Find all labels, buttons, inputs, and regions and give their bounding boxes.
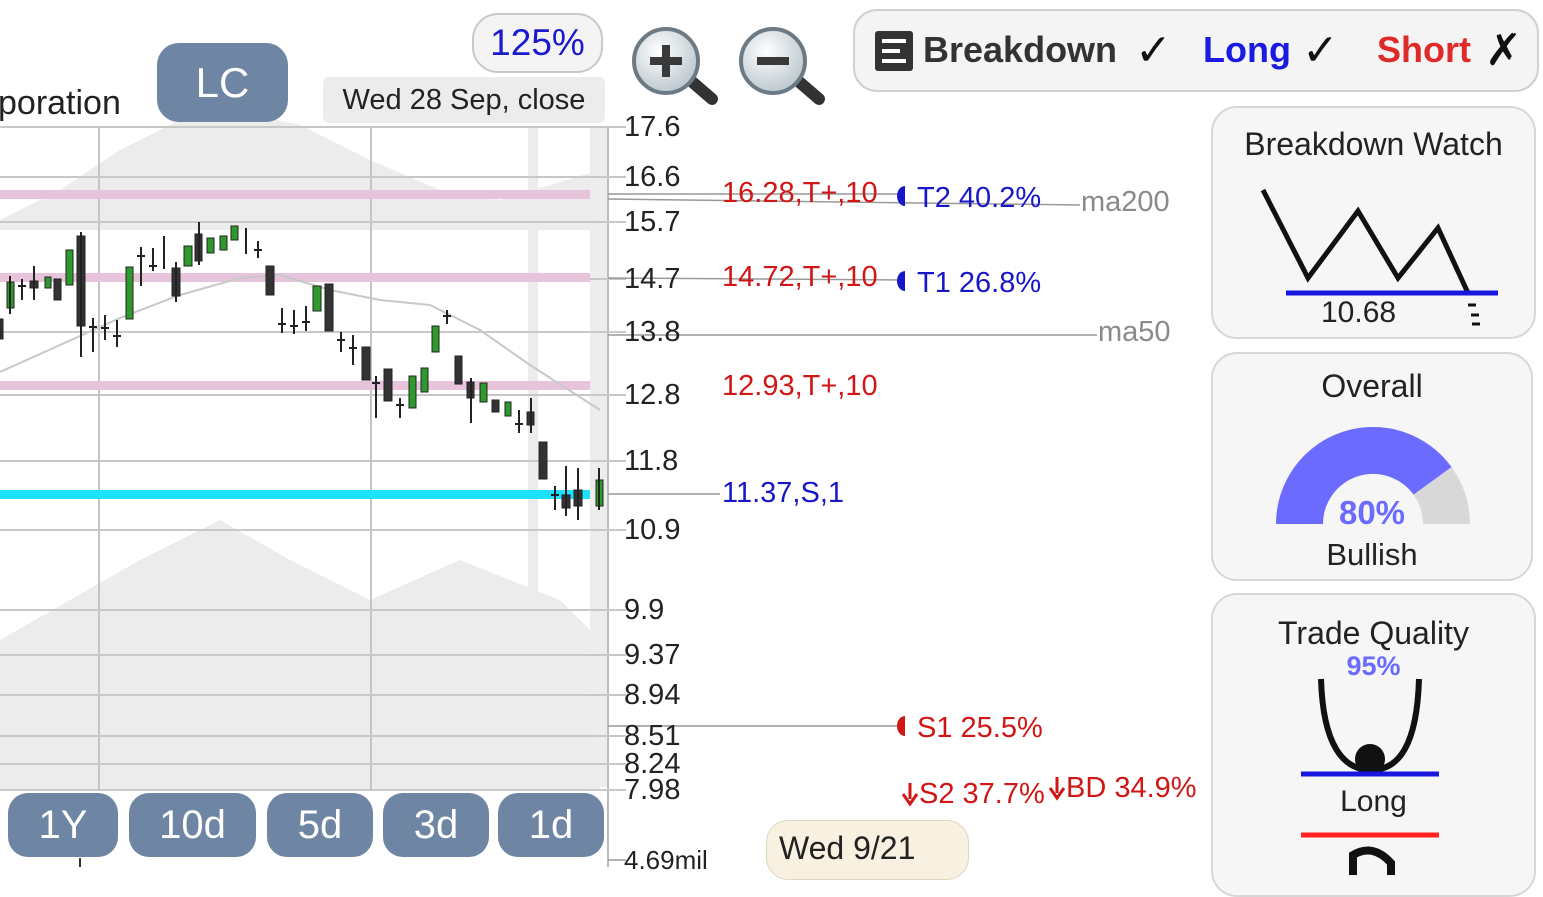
overall-panel[interactable]: Overall 80% Bullish [1211,352,1533,581]
breakdown-label: BD 34.9% [1066,772,1197,804]
price-tick: 8.94 [624,679,681,711]
panel-title: Trade Quality [1278,615,1469,651]
list-icon[interactable] [875,31,913,71]
zoom-level[interactable]: 125% [472,13,603,73]
price-tick: 11.8 [624,445,679,477]
range-button-3d[interactable]: 3d [383,793,489,857]
range-button-1y[interactable]: 1Y [8,793,118,857]
magnifier-minus-icon[interactable] [735,25,827,107]
trade-quality-label: Long [1340,785,1407,818]
company-name: poration [0,84,121,122]
candlesticks [0,222,604,520]
s1-marker [897,716,905,736]
price-tick: 12.8 [624,379,681,411]
range-button-1d[interactable]: 1d [498,793,604,857]
short-cross-icon[interactable]: ✗ [1485,26,1522,75]
t2-marker [897,186,905,206]
overall-percent: 80% [1338,494,1406,531]
ma200-label: ma200 [1081,186,1170,218]
range-button-5d[interactable]: 5d [267,793,373,857]
price-tick: 8.51 [624,720,681,752]
panel-title: Breakdown Watch [1244,126,1503,162]
breakdown-value: 10.68 [1321,296,1397,329]
price-tick: 7.98 [624,774,681,806]
support-label: 11.37,S,1 [722,477,845,509]
sentiment-gauge [1276,426,1470,524]
resistance-label: 12.93,T+,10 [722,370,878,402]
magnifier-plus-icon[interactable] [628,25,720,107]
long-filter[interactable]: Long [1203,29,1291,70]
trade-quality-panel[interactable]: Trade Quality 95% Long [1211,593,1536,897]
s1-stop-label: S1 25.5% [917,712,1043,744]
price-tick: 14.7 [624,263,681,295]
price-tick: 17.6 [624,111,681,143]
bd-arrow-icon [1048,777,1066,801]
volume-label: 4.69mil [624,845,708,875]
breakdown-check-icon[interactable]: ✓ [1135,26,1172,75]
breakdown-filter[interactable]: Breakdown [923,29,1118,70]
range-button-10d[interactable]: 10d [129,793,256,857]
price-tick: 13.8 [624,316,681,348]
price-tick: 9.37 [624,639,681,671]
ticker-button[interactable]: LC [157,43,288,122]
t1-resistance-label: 14.72,T+,10 [722,261,878,293]
trade-quality-percent: 95% [1346,651,1401,681]
long-check-icon[interactable]: ✓ [1302,26,1339,75]
date-label: Wed 28 Sep, close [323,77,605,123]
breakdown-pattern-icon [1260,188,1498,326]
s2-stop-label: S2 37.7% [919,778,1045,810]
t2-resistance-label: 16.28,T+,10 [722,177,878,209]
t2-target-label: T2 40.2% [917,182,1042,214]
t1-marker [897,271,905,291]
short-filter[interactable]: Short [1377,29,1471,70]
ma50-label: ma50 [1098,316,1171,348]
breakdown-watch-panel[interactable]: Breakdown Watch 10.68 [1211,106,1536,339]
t1-target-label: T1 26.8% [917,267,1042,299]
s2-arrow-icon [901,783,919,807]
price-tick: 8.24 [624,748,681,780]
overall-sentiment: Bullish [1326,537,1418,572]
price-tick: 15.7 [624,206,681,238]
cup-pattern-icon [1301,678,1439,875]
price-tick: 10.9 [624,514,681,546]
filter-bar: Breakdown ✓ Long ✓ Short ✗ [853,9,1539,92]
price-tick: 9.9 [624,594,665,626]
panel-title: Overall [1321,368,1423,404]
date-tooltip: Wed 9/21 [766,820,969,880]
price-tick: 16.6 [624,161,681,193]
price-chart[interactable] [0,0,1543,867]
